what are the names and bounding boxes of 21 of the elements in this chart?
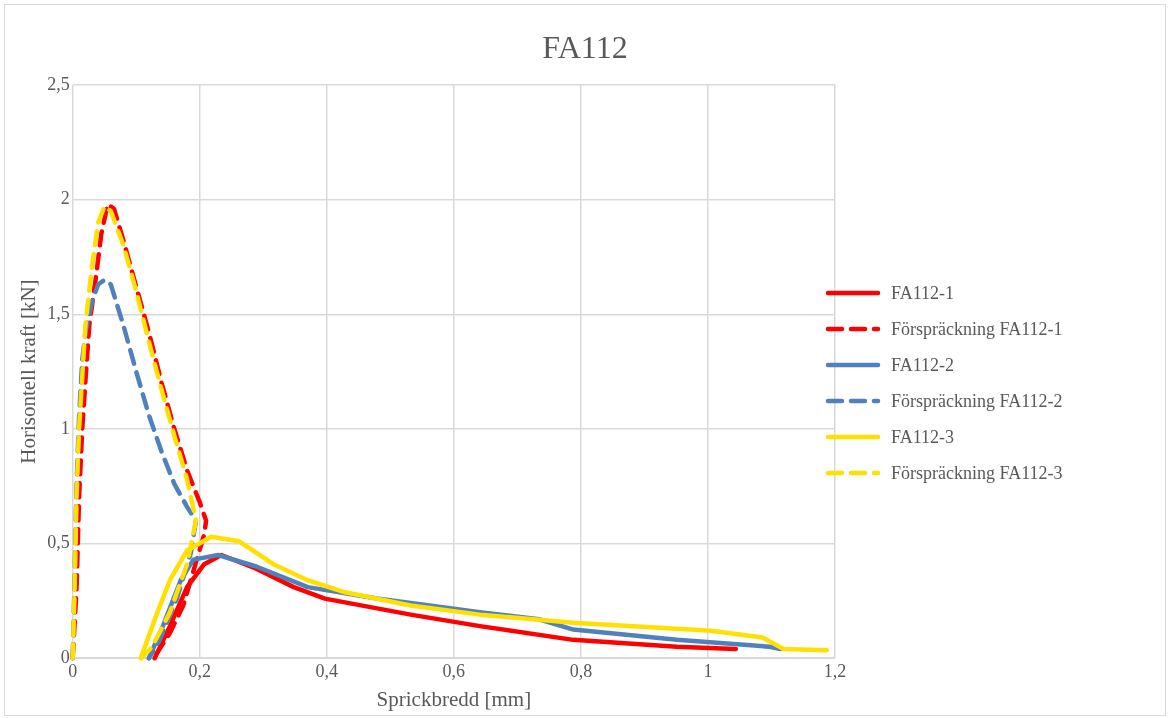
y-axis-title: Horisontell kraft [kN] (16, 279, 41, 464)
x-tick-label: 0,8 (569, 660, 593, 681)
legend-label: FA112-3 (891, 426, 954, 448)
y-tick-label: 2 (60, 188, 70, 209)
legend-label: FA112-1 (891, 282, 954, 304)
x-tick-label: 0,4 (315, 660, 339, 681)
legend-label: Förspräckning FA112-2 (891, 390, 1063, 412)
x-tick-label: 0,6 (442, 660, 466, 681)
y-tick-label: 1 (60, 417, 70, 438)
x-tick-label: 0,2 (188, 660, 211, 681)
x-tick-label: 1,2 (823, 660, 847, 681)
legend-label: Förspräckning FA112-3 (891, 462, 1063, 484)
y-tick-label: 2,5 (47, 73, 70, 94)
legend-label: FA112-2 (891, 354, 954, 376)
x-tick-label: 1 (703, 660, 713, 681)
x-axis-title: Sprickbredd [mm] (376, 686, 532, 711)
legend-label: Förspräckning FA112-1 (891, 318, 1063, 340)
y-tick-label: 0,5 (47, 532, 70, 553)
y-tick-label: 0 (60, 646, 70, 667)
chart-title: FA112 (541, 29, 629, 66)
y-tick-label: 1,5 (47, 303, 70, 324)
